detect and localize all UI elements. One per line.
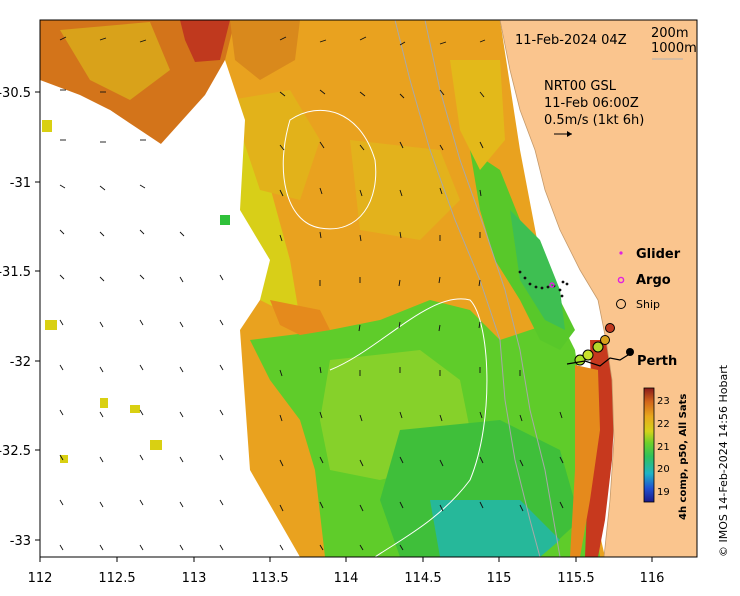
x-tick-label: 114.5 xyxy=(404,571,441,586)
ship-legend-icon xyxy=(616,299,626,309)
ship-legend-label: Ship xyxy=(636,298,660,311)
current-scale-label: 0.5m/s (1kt 6h) xyxy=(544,113,644,128)
perth-coastline xyxy=(566,354,629,367)
colorbar-label: 4h comp, p50, All Sats xyxy=(678,394,689,520)
x-tick-label: 116 xyxy=(640,571,665,586)
city-label-perth: Perth xyxy=(637,354,677,369)
x-tick-label: 113.5 xyxy=(251,571,288,586)
x-tick-label: 113 xyxy=(182,571,207,586)
glider-legend-icon xyxy=(619,251,623,255)
sst-field xyxy=(40,20,697,557)
current-vectors xyxy=(59,36,564,551)
contour-legend-1000m: 1000m xyxy=(651,41,697,56)
colorbar-tick: 22 xyxy=(657,419,670,430)
ship-track xyxy=(574,323,615,366)
x-tick-label: 114 xyxy=(334,571,359,586)
plot-frame xyxy=(39,19,698,558)
y-tick-label: -31 xyxy=(10,176,31,191)
colorbar-tick: 21 xyxy=(657,442,670,453)
date-label: 11-Feb-2024 04Z xyxy=(515,33,627,48)
argo-legend-label: Argo xyxy=(636,273,671,288)
x-tick-label: 115.5 xyxy=(557,571,594,586)
argo-legend-icon xyxy=(617,276,625,284)
x-axis xyxy=(39,557,653,562)
y-tick-label: -31.5 xyxy=(0,265,31,280)
colorbar-tick: 20 xyxy=(657,464,670,475)
glider-legend-label: Glider xyxy=(636,247,681,262)
y-tick-label: -33 xyxy=(10,534,31,549)
current-model-label: NRT00 GSL xyxy=(544,79,617,94)
colorbar-tick: 23 xyxy=(657,396,670,407)
colorbar xyxy=(643,387,655,503)
x-tick-label: 115 xyxy=(487,571,512,586)
perth-dot xyxy=(626,348,634,356)
y-tick-label: -30.5 xyxy=(0,86,31,101)
y-tick-label: -32 xyxy=(10,355,31,370)
scale-arrow-icon xyxy=(554,131,572,137)
x-tick-label: 112.5 xyxy=(98,571,135,586)
y-axis xyxy=(35,91,40,541)
contour-legend-200m: 200m xyxy=(651,26,688,41)
current-time-label: 11-Feb 06:00Z xyxy=(544,96,639,111)
argo-marker xyxy=(549,282,555,288)
colorbar-tick: 19 xyxy=(657,487,670,498)
x-tick-label: 112 xyxy=(28,571,53,586)
credit-label: © IMOS 14-Feb-2024 14:56 Hobart xyxy=(717,364,730,557)
y-tick-label: -32.5 xyxy=(0,444,31,459)
